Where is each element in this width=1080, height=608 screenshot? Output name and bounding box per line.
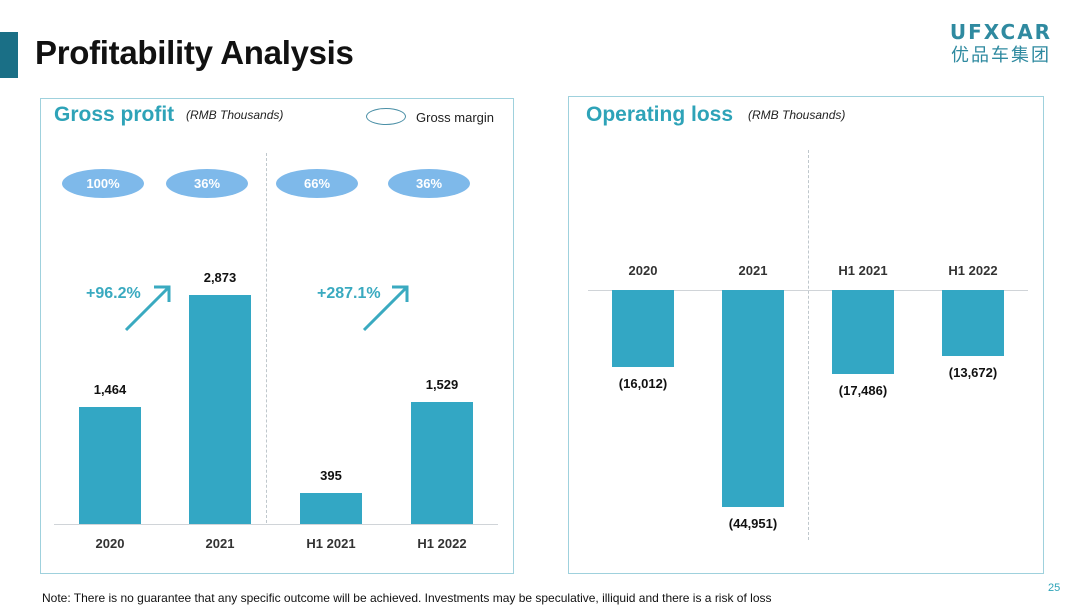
gross-margin-pill: 36% (166, 169, 248, 198)
operating-loss-category-label: 2021 (738, 263, 768, 278)
operating-loss-unit: (RMB Thousands) (748, 108, 846, 122)
gross-profit-value-label: 1,464 (93, 382, 127, 398)
company-logo: UFXCAR 优品车集团 (942, 20, 1060, 72)
operating-loss-value-label: (16,012) (618, 376, 668, 392)
gross-margin-legend-icon (366, 108, 406, 125)
gross-profit-category-label: H1 2021 (306, 536, 356, 551)
page-title: Profitability Analysis (35, 34, 354, 71)
gross-profit-category-label: 2021 (205, 536, 235, 551)
operating-loss-bar (612, 290, 674, 368)
operating-loss-bar (942, 290, 1004, 356)
growth-label: +96.2% (86, 285, 141, 302)
period-divider (808, 150, 809, 540)
operating-loss-value-label: (13,672) (948, 365, 998, 380)
gross-profit-value-label: 1,529 (425, 377, 459, 393)
gross-profit-baseline (54, 524, 498, 525)
period-divider (266, 153, 267, 523)
growth-label: +287.1% (317, 285, 381, 302)
gross-profit-category-label: 2020 (95, 536, 125, 551)
title-accent-bar (0, 32, 18, 78)
gross-profit-bar (189, 295, 251, 524)
gross-profit-bar (79, 407, 141, 524)
gross-margin-pill: 100% (62, 169, 144, 198)
page-number: 25 (1048, 582, 1061, 594)
gross-profit-title: Gross profit (54, 103, 175, 126)
operating-loss-value-label: (44,951) (728, 516, 778, 531)
growth-arrow-icon (362, 285, 409, 332)
gross-margin-legend-label: Gross margin (416, 110, 495, 125)
operating-loss-bar (832, 290, 894, 375)
gross-profit-bar (411, 402, 473, 524)
growth-arrow-icon (124, 285, 171, 332)
gross-margin-pill: 36% (388, 169, 470, 198)
operating-loss-title: Operating loss (586, 103, 734, 126)
operating-loss-category-label: H1 2021 (838, 263, 888, 278)
logo-chinese-name: 优品车集团 (951, 45, 1051, 66)
disclaimer-note: Note: There is no guarantee that any spe… (42, 591, 772, 605)
operating-loss-value-label: (17,486) (838, 383, 888, 399)
gross-profit-category-label: H1 2022 (417, 536, 467, 551)
gross-profit-unit: (RMB Thousands) (186, 108, 284, 122)
gross-margin-pill: 66% (276, 169, 358, 198)
gross-profit-bar (300, 492, 362, 524)
gross-profit-value-label: 2,873 (203, 270, 237, 285)
gross-profit-value-label: 395 (320, 467, 342, 483)
logo-wordmark: UFXCAR (949, 20, 1053, 44)
operating-loss-baseline (588, 290, 1028, 291)
operating-loss-category-label: H1 2022 (948, 263, 998, 278)
operating-loss-category-label: 2020 (628, 263, 658, 278)
operating-loss-bar (722, 290, 784, 507)
